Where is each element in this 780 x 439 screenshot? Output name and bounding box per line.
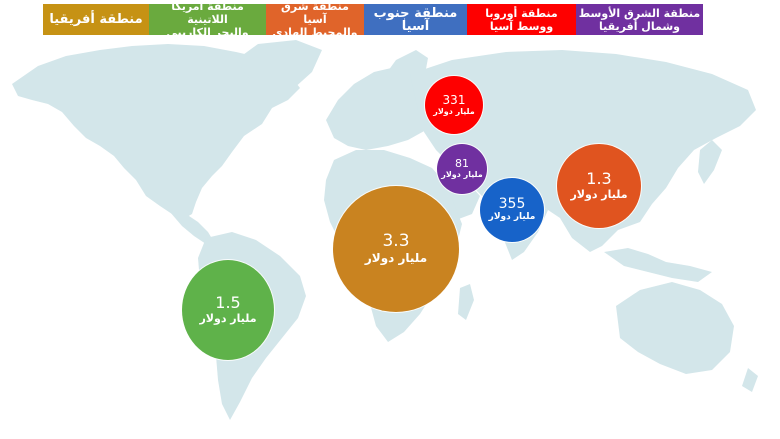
bubble-latin-america: 1.5 مليار دولار (182, 260, 274, 360)
bubble-value: 331 (442, 92, 466, 107)
bubble-unit: مليار دولار (570, 187, 628, 201)
bubble-south-asia: 355 مليار دولار (480, 178, 544, 242)
southeast-asia-islands-shape (604, 248, 712, 282)
madagascar-shape (458, 284, 474, 320)
north-america-shape (12, 44, 300, 220)
bubble-value: 1.5 (215, 293, 241, 312)
legend-east-asia: منطقة شرق آسيا والمحيط الهادى (266, 0, 364, 39)
legend-middle-east: منطقة الشرق الأوسط وشمال أفريقيا (576, 4, 703, 35)
bubble-value: 81 (455, 157, 469, 171)
region-legend: منطقة أفريقيا منطقة أمريكا اللاتينية وال… (43, 0, 703, 39)
bubble-value: 355 (498, 196, 526, 213)
japan-shape (698, 140, 722, 184)
new-zealand-shape (742, 368, 758, 392)
bubble-africa: 3.3 مليار دولار (333, 186, 459, 312)
bubble-unit: مليار دولار (488, 211, 536, 222)
bubble-unit: مليار دولار (364, 250, 428, 265)
bubble-value: 3.3 (382, 230, 410, 251)
legend-south-asia: منطقة جنوب آسيا (364, 4, 467, 35)
bubble-unit: مليار دولار (441, 169, 483, 179)
central-america-shape (170, 212, 214, 244)
bubble-unit: مليار دولار (433, 106, 475, 116)
bubble-europe-central-asia: 331 مليار دولار (425, 76, 483, 134)
bubble-east-asia: 1.3 مليار دولار (557, 144, 641, 228)
australia-shape (616, 282, 734, 374)
bubble-unit: مليار دولار (199, 311, 257, 325)
legend-latin-america: منطقة أمريكا اللاتينية والبحر الكاريبي (149, 0, 266, 39)
legend-africa: منطقة أفريقيا (43, 4, 149, 35)
legend-europe-central-asia: منطقة أوروبا ووسط آسيا (467, 4, 576, 35)
greenland-shape (236, 40, 322, 92)
bubble-middle-east: 81 مليار دولار (437, 144, 487, 194)
bubble-value: 1.3 (586, 169, 612, 188)
